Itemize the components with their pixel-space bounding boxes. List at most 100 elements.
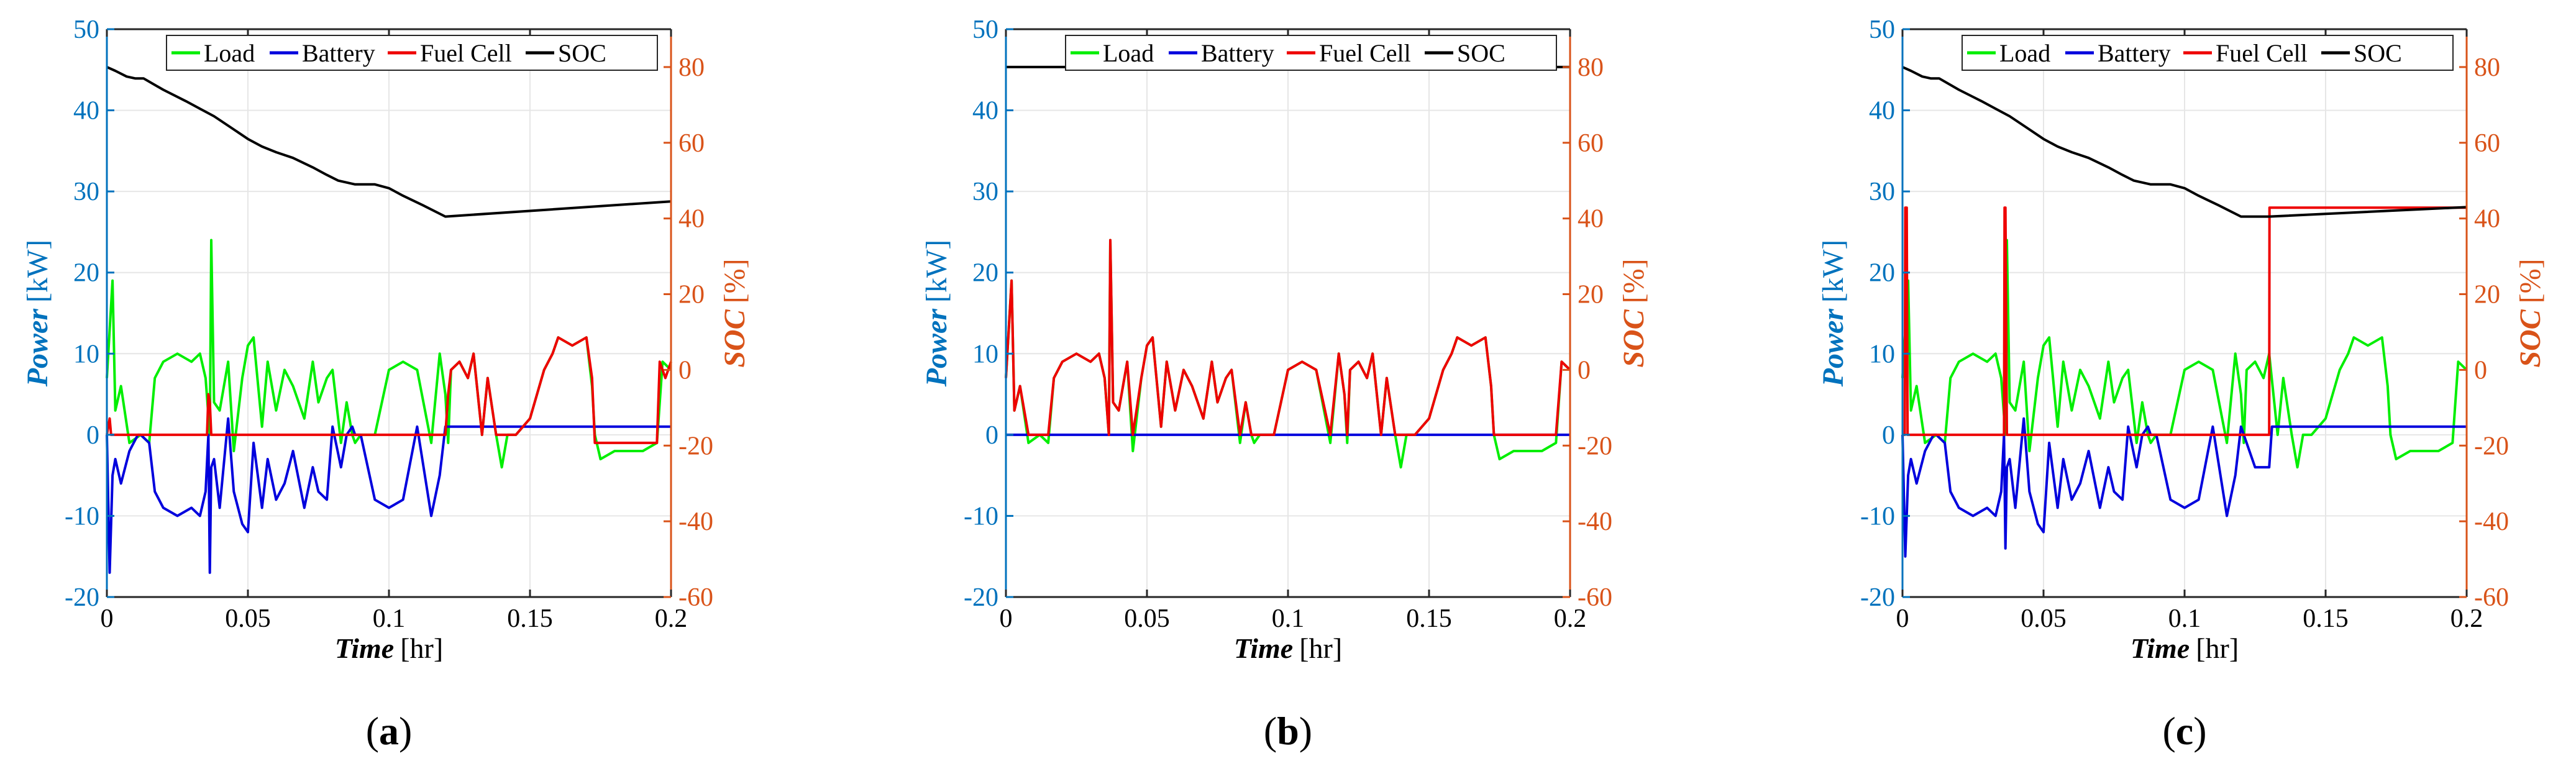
y-tick-label: 40 [972,97,998,125]
y2-tick-label: 60 [678,129,705,158]
legend-label: Load [1999,39,2050,67]
y2-tick-label: -40 [1578,508,1612,536]
y-axis-title-unit: [kW] [21,240,54,303]
legend-label: Fuel Cell [1319,39,1411,67]
panel-label-open: ( [366,709,379,753]
y-tick-label: 30 [73,178,99,206]
x-tick-label: 0.05 [1124,604,1170,633]
series-line-fuel-cell [1005,239,1571,436]
panel-label-close: ) [1299,709,1312,753]
y-axis-title-unit: [kW] [1817,240,1850,303]
y-tick-label: -10 [964,502,998,531]
y2-tick-label: 80 [1578,53,1604,82]
panel-label-close: ) [399,709,412,753]
y-axis-title-name: Power [920,308,953,388]
legend-label: SOC [2354,39,2402,67]
series-line-battery [106,417,671,574]
x-tick-label: 0.05 [225,604,271,633]
y2-tick-label: 20 [1578,281,1604,309]
y-axis-title-name: Power [1817,308,1850,388]
x-tick-label: 0 [1896,604,1909,633]
legend: Load Battery Fuel Cell SOC [1962,35,2454,71]
x-axis-title: Time [hr] [335,632,443,664]
y2-tick-label: 60 [2474,129,2500,158]
x-tick-label: 0.15 [507,604,553,633]
y2-tick-label: 40 [1578,205,1604,234]
x-axis-title-unit: [hr] [1299,632,1342,664]
y-tick-label: 10 [73,340,99,368]
y-tick-label: 0 [1882,421,1895,450]
y-tick-label: 50 [972,16,998,44]
y-axis-title-name: Power [21,308,54,388]
y-axis-title-unit: [kW] [920,240,953,303]
y-tick-label: 50 [1869,16,1895,44]
y2-tick-label: 60 [1578,129,1604,158]
y-tick-label: 20 [972,259,998,288]
x-tick-label: 0.1 [2168,604,2201,633]
panel-label-open: ( [1264,709,1277,753]
y2-axis-title-name: SOC [1617,309,1650,367]
x-tick-label: 0.2 [655,604,688,633]
y2-tick-label: -20 [2474,432,2509,460]
legend-label: Fuel Cell [2216,39,2308,67]
legend-label: Battery [1201,39,1274,67]
y2-tick-label: 20 [678,281,705,309]
legend-label: Load [1103,39,1154,67]
y2-axis-title-unit: [%] [2514,258,2547,303]
x-tick-label: 0 [1000,604,1013,633]
y2-tick-label: -60 [1578,583,1612,612]
panel-label-close: ) [2193,709,2206,753]
chart-panel-c: 0 0.05 0.1 0.15 0.2 -20 -10 0 10 20 30 40 50 -60 -40 -2… [1817,16,2547,753]
panel-label: (a) [366,709,413,753]
panel-label-open: ( [2162,709,2175,753]
y-tick-label: 40 [1869,97,1895,125]
legend: Load Battery Fuel Cell SOC [1065,35,1557,71]
y2-axis-title: SOC [%] [1617,258,1650,367]
y-tick-label: 10 [1869,340,1895,368]
y-tick-label: 20 [1869,259,1895,288]
y2-axis-title-unit: [%] [1617,258,1650,303]
y2-tick-label: -20 [678,432,713,460]
y-axis-title: Power [kW] [920,240,953,388]
x-tick-label: 0.2 [2450,604,2483,633]
y2-axis-title-name: SOC [2514,309,2547,367]
y2-tick-label: -60 [2474,583,2509,612]
y-tick-label: 30 [972,178,998,206]
x-tick-label: 0.05 [2021,604,2067,633]
y2-tick-label: -20 [1578,432,1612,460]
x-tick-label: 0.1 [1272,604,1305,633]
legend-label: Battery [2098,39,2171,67]
panel-label-letter: c [2176,709,2193,753]
x-tick-label: 0.2 [1554,604,1587,633]
y2-axis-title-unit: [%] [718,258,751,303]
x-axis-title-unit: [hr] [400,632,443,664]
y2-axis-title: SOC [%] [718,258,751,367]
x-axis-title-name: Time [1234,632,1293,664]
y2-tick-label: 20 [2474,281,2500,309]
y-tick-label: 20 [73,259,99,288]
y-tick-label: 0 [86,421,99,450]
y2-axis-title: SOC [%] [2514,258,2547,367]
y2-tick-label: -40 [678,508,713,536]
legend-label: SOC [1457,39,1505,67]
y2-tick-label: -60 [678,583,713,612]
y-tick-label: -20 [1860,583,1895,612]
x-axis-title: Time [hr] [2131,632,2239,664]
y-tick-label: -10 [1860,502,1895,531]
panel-label-letter: b [1277,709,1299,753]
y-tick-label: -20 [964,583,998,612]
panel-label: (b) [1264,709,1312,753]
y-axis-title: Power [kW] [21,240,54,388]
panel-label-letter: a [379,709,399,753]
x-axis-title-name: Time [2131,632,2190,664]
y2-tick-label: 0 [1578,356,1591,385]
legend-label: SOC [558,39,606,67]
y-tick-label: -20 [65,583,99,612]
x-tick-label: 0 [101,604,114,633]
chart-panel-a: 0 0.05 0.1 0.15 0.2 -20 -10 0 10 20 30 40 50 -60 -40 -2… [21,16,751,753]
y-tick-label: 0 [985,421,998,450]
y2-axis-title-name: SOC [718,309,751,367]
chart-panel-b: 0 0.05 0.1 0.15 0.2 -20 -10 0 10 20 30 40 50 -60 -40 -2… [920,16,1650,753]
y2-tick-label: 40 [678,205,705,234]
y-tick-label: 50 [73,16,99,44]
